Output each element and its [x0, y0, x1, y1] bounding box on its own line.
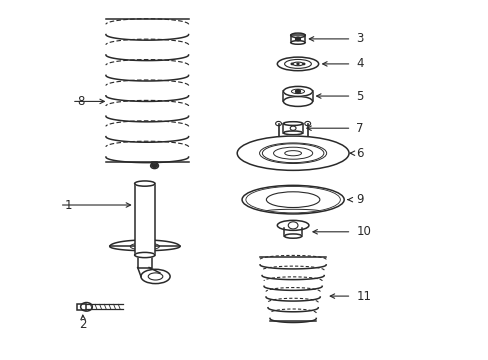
Text: 5: 5 — [356, 90, 363, 103]
Ellipse shape — [266, 192, 319, 207]
Circle shape — [295, 37, 300, 41]
Text: 6: 6 — [356, 147, 363, 160]
Text: 1: 1 — [64, 198, 72, 212]
Ellipse shape — [237, 136, 348, 170]
Text: 2: 2 — [79, 318, 87, 331]
Ellipse shape — [290, 33, 305, 37]
Ellipse shape — [277, 57, 318, 71]
Bar — [290, 35, 305, 42]
Ellipse shape — [283, 96, 312, 107]
Ellipse shape — [283, 131, 302, 135]
Text: 7: 7 — [356, 122, 363, 135]
Ellipse shape — [134, 252, 155, 258]
Ellipse shape — [242, 185, 344, 214]
Bar — [152, 162, 157, 166]
Ellipse shape — [141, 269, 170, 284]
Text: 3: 3 — [356, 32, 363, 45]
Ellipse shape — [277, 220, 308, 230]
Bar — [77, 304, 86, 310]
Circle shape — [302, 63, 304, 64]
Ellipse shape — [283, 122, 302, 125]
Circle shape — [296, 63, 298, 64]
Bar — [138, 255, 152, 267]
Bar — [134, 184, 155, 255]
Text: 4: 4 — [356, 57, 363, 71]
Circle shape — [295, 90, 300, 93]
Text: 10: 10 — [356, 225, 370, 238]
Ellipse shape — [134, 181, 155, 186]
Text: 11: 11 — [356, 289, 370, 303]
Text: 9: 9 — [356, 193, 363, 206]
Text: 8: 8 — [77, 95, 84, 108]
Ellipse shape — [283, 86, 312, 96]
Ellipse shape — [284, 234, 301, 238]
Ellipse shape — [290, 41, 305, 44]
Circle shape — [152, 164, 157, 167]
Circle shape — [290, 63, 292, 64]
